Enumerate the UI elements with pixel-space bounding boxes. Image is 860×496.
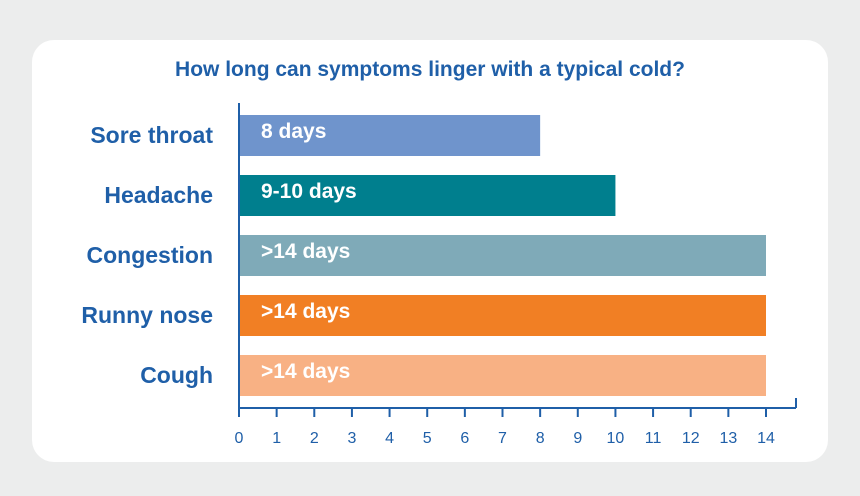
category-label: Congestion	[87, 242, 214, 268]
x-tick-label: 6	[460, 430, 469, 447]
bar-data-label: >14 days	[261, 300, 350, 323]
bar-congestion	[239, 235, 766, 276]
bar-cough	[239, 355, 766, 396]
x-tick-label: 14	[757, 430, 775, 447]
bar-data-label: >14 days	[261, 240, 350, 263]
chart-title: How long can symptoms linger with a typi…	[175, 58, 685, 81]
x-tick-label: 9	[573, 430, 582, 447]
axes-group: 0 1 2 3 4 5 6 7 8 9 10 11 12 13 14	[235, 103, 797, 447]
bar-data-label: 8 days	[261, 120, 326, 143]
x-tick-label: 3	[347, 430, 356, 447]
category-label: Runny nose	[81, 302, 213, 328]
x-tick-label: 7	[498, 430, 507, 447]
x-tick-label: 0	[235, 430, 244, 447]
bar-data-label: >14 days	[261, 360, 350, 383]
bar-data-label: 9-10 days	[261, 180, 357, 203]
x-tick-label: 4	[385, 430, 394, 447]
category-label: Sore throat	[90, 122, 213, 148]
x-tick-label: 1	[272, 430, 281, 447]
bars-group: 8 days Sore throat 9-10 days Headache >14 da…	[81, 115, 766, 396]
category-label: Headache	[104, 182, 213, 208]
bar-sore-throat	[239, 115, 541, 156]
bar-headache	[239, 175, 616, 216]
x-tick-label: 2	[310, 430, 319, 447]
bar-runny-nose	[239, 295, 766, 336]
x-tick-label: 12	[682, 430, 700, 447]
x-tick-label: 5	[423, 430, 432, 447]
x-tick-label: 10	[607, 430, 625, 447]
x-tick-label: 13	[719, 430, 737, 447]
x-tick-label: 8	[536, 430, 545, 447]
category-label: Cough	[140, 362, 213, 388]
x-tick-label: 11	[645, 430, 662, 447]
